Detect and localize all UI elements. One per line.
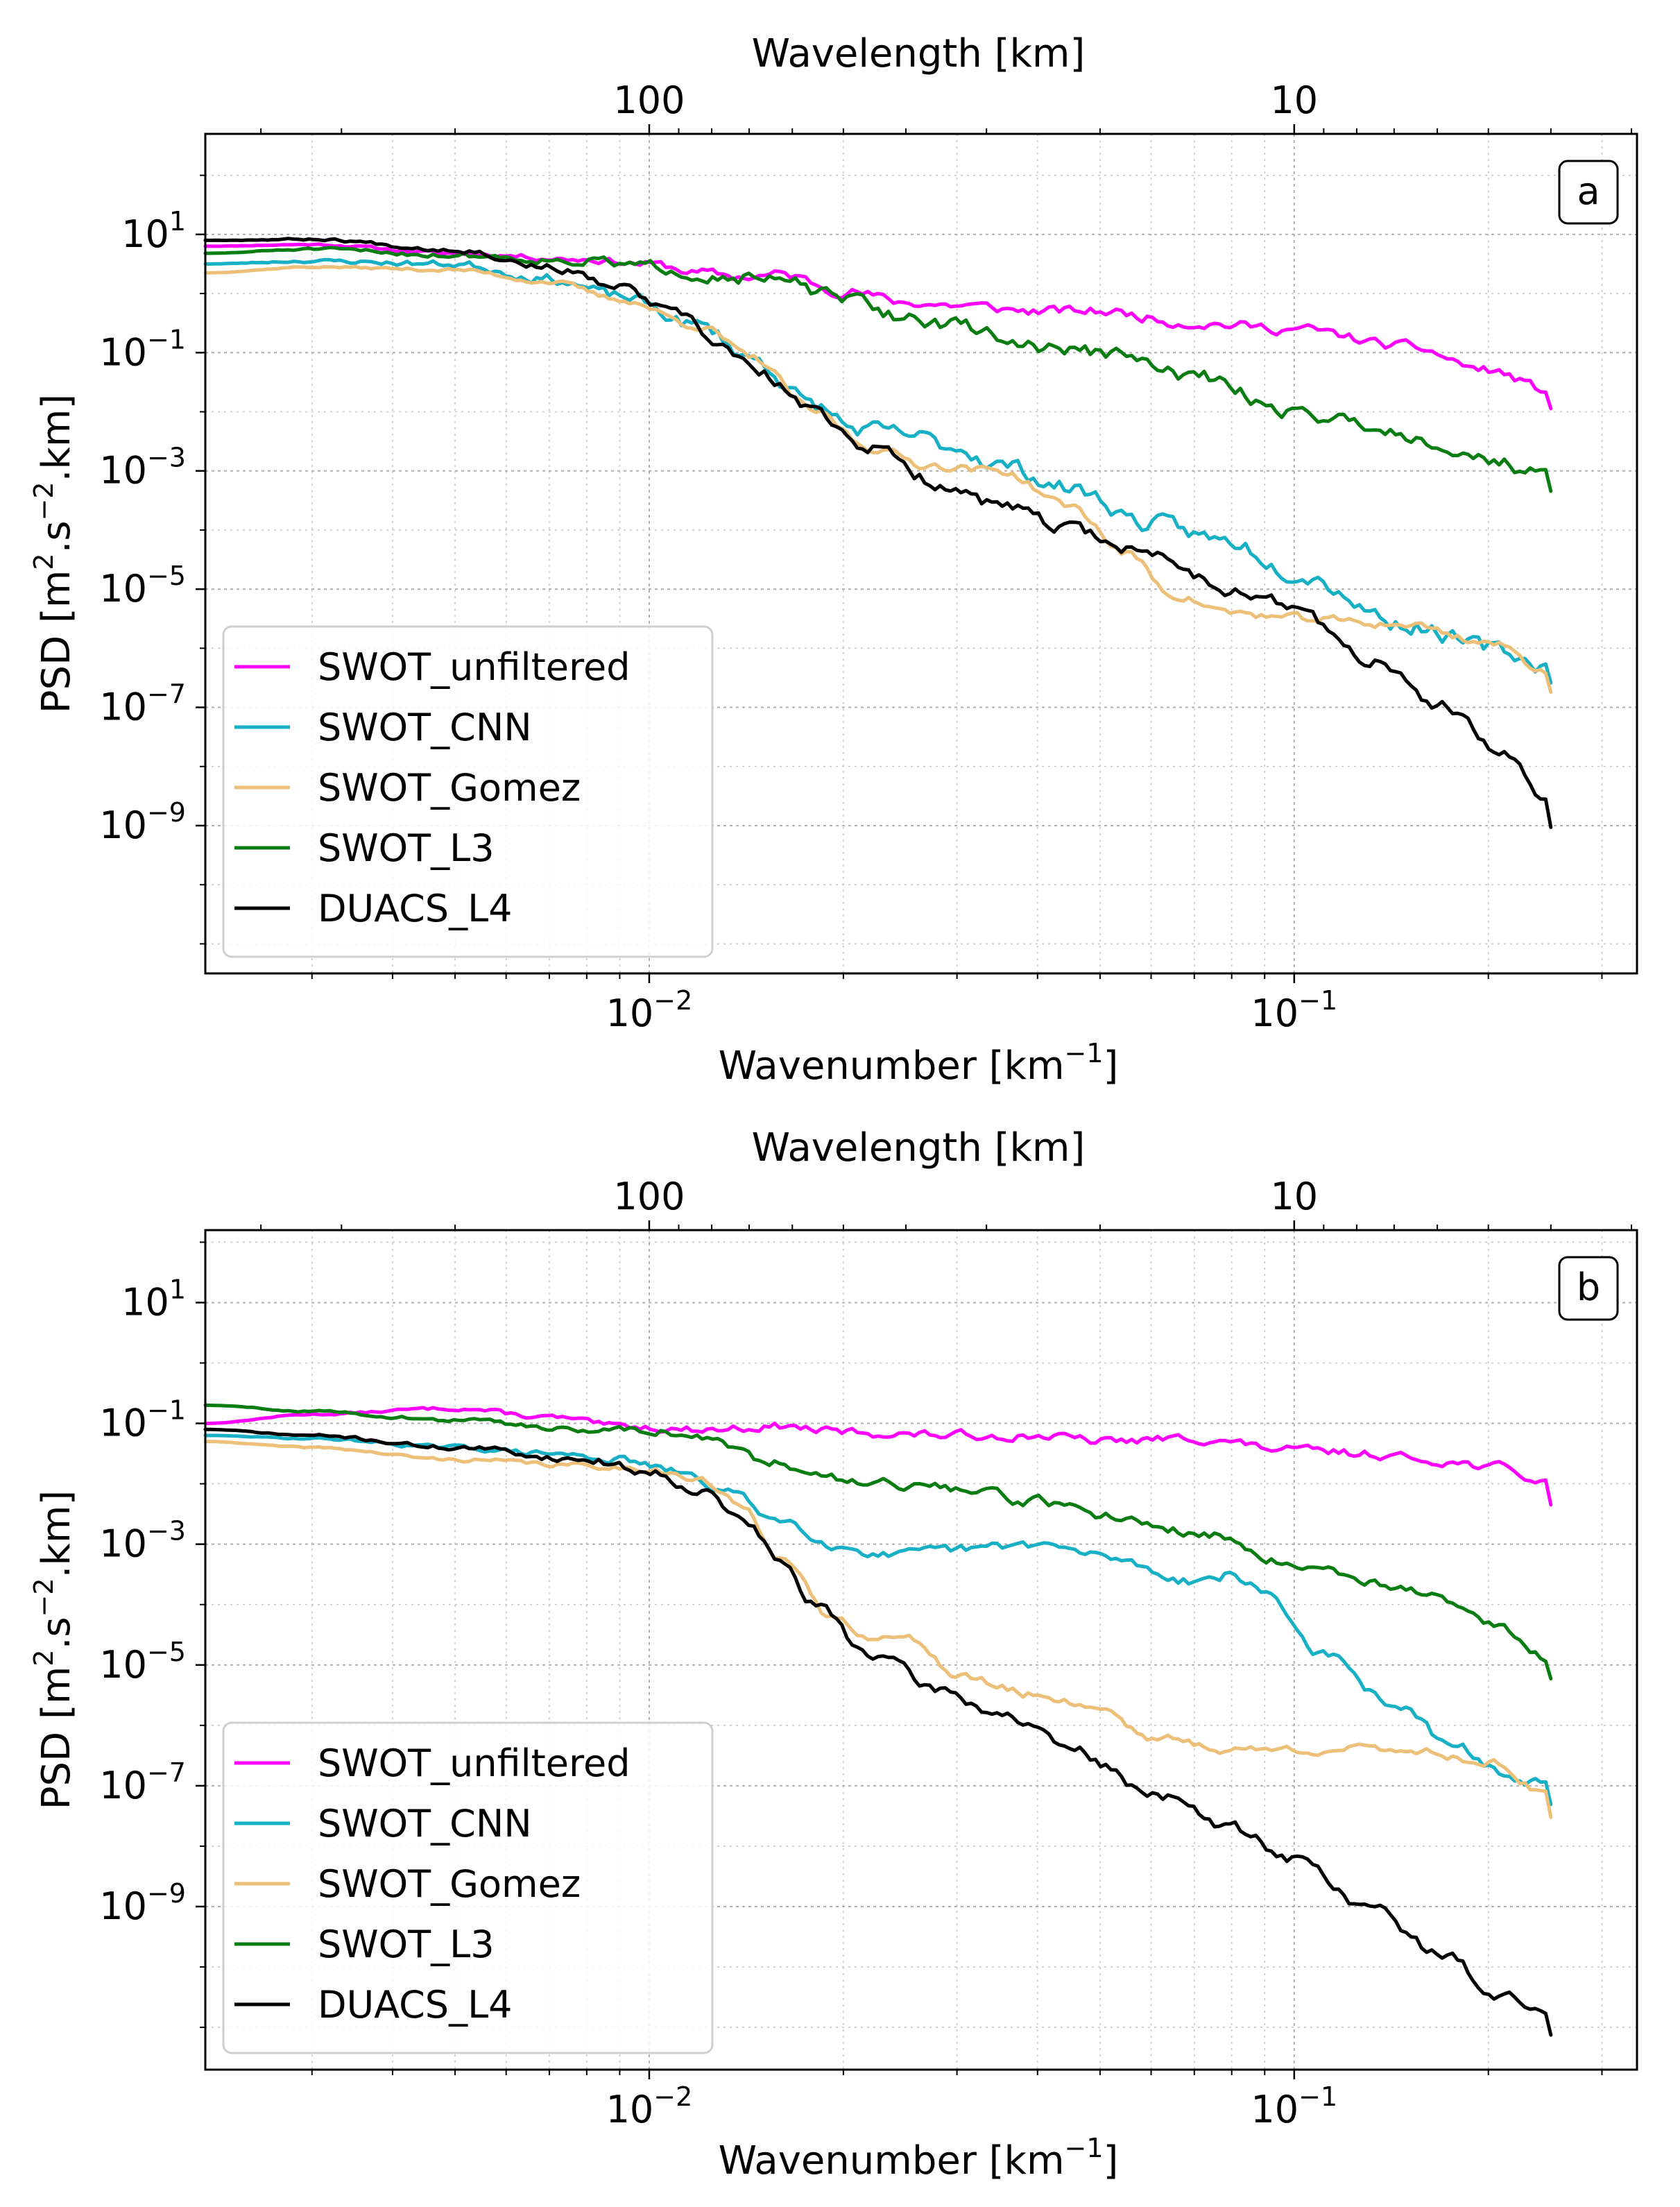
panel-b-ylabel-end: .km] [34,1490,79,1578]
panel-a-xtick-label: 10−2 [606,985,693,1035]
panel-b-top-xlabel: Wavelength [km] [752,1125,1086,1170]
panel-a-series-swot-cnn [203,257,1553,685]
panel-a-ylabel-mid: .s [34,520,79,553]
panel-b-ylabel: PSD [m2.s−2.km] [28,1490,79,1809]
panel-b-legend-label: SWOT_L3 [318,1923,495,1966]
panel-b-series-swot-gomez [203,1440,1553,1819]
panel-b-legend-box [222,1721,714,2054]
panel-a-ylabel-sup2: −2 [28,482,59,520]
panel-a-ytick-label: 101 [121,206,186,256]
panel-a-ytick-label: 10−1 [99,324,186,374]
panel-a-tag-box [1558,160,1619,225]
panel-b-xlabel-main: Wavenumber [km [719,2138,1065,2183]
panel-b-top-tick-label: 10 [1270,1175,1318,1218]
panel-a-series [203,237,1553,829]
panel-b-ylabel-sup1: 2 [28,1649,59,1666]
panel-a: 10−2 10−1 100 10 101 10−1 10−3 10−5 10−7 10−9 Wav… [28,31,1638,1089]
panel-a-tag: a [1577,169,1600,213]
panel-a-legend-label: DUACS_L4 [318,887,513,930]
panel-a-ytick-label: 10−5 [99,561,186,611]
panel-b-ticks: 10−2 10−1 100 10 101 10−1 10−3 10−5 10−7 10−9 [99,1175,1633,2131]
panel-a-ylabel-end: .km] [34,394,79,482]
panel-a-ylabel-main: PSD [m [34,570,79,714]
panel-b-ylabel-main: PSD [m [34,1667,79,1810]
panel-a-ytick-label: 10−9 [99,797,186,847]
panel-a-xlabel-end: ] [1104,1043,1119,1089]
panel-b-top-tick-label: 100 [613,1175,685,1218]
panel-b-tag: b [1577,1266,1600,1309]
panel-b-legend-label: SWOT_CNN [318,1802,532,1846]
panel-b-frame [204,1229,1638,2071]
panel-a-ylabel-sup1: 2 [28,553,59,570]
panel-a-frame [204,133,1638,975]
panel-b-ytick-label: 10−5 [99,1637,186,1687]
panel-a-grid [205,134,1637,973]
panel-a-xtick-label: 10−1 [1251,985,1337,1035]
panel-a-top-xlabel: Wavelength [km] [752,31,1086,76]
panel-b-xlabel-end: ] [1104,2138,1119,2183]
panel-b-legend-label: DUACS_L4 [318,1983,513,2027]
panel-b-series-swot-unfiltered [203,1406,1553,1507]
panel-b-series [203,1403,1553,2037]
panel-b-ylabel-sup2: −2 [28,1578,59,1617]
panel-a-top-tick-label: 10 [1270,78,1318,122]
panel-b-xlabel-sup: −1 [1065,2133,1104,2163]
panel-a-ylabel: PSD [m2.s−2.km] [28,394,79,713]
panel-a-series-swot-l3 [203,246,1553,493]
panel-a-top-tick-label: 100 [613,78,685,122]
panel-a-xlabel-main: Wavenumber [km [719,1043,1065,1089]
panel-b-series-duacs-l4 [203,1427,1553,2037]
panel-b: 10−2 10−1 100 10 101 10−1 10−3 10−5 10−7 10−9 Wav… [28,1125,1638,2183]
panel-b-xlabel: Wavenumber [km−1] [719,2133,1119,2183]
panel-a-ytick-label: 10−7 [99,679,186,729]
panel-b-legend: SWOT_unfiltered SWOT_CNN SWOT_Gomez SWOT_L3… [222,1721,714,2054]
panel-a-legend-label: SWOT_unfiltered [318,645,631,689]
panel-a-legend-box [222,625,714,958]
panel-a-xlabel-sup: −1 [1065,1038,1104,1068]
panel-a-ticks: 10−2 10−1 100 10 101 10−1 10−3 10−5 10−7 10−9 [99,78,1633,1035]
panel-a-legend-label: SWOT_L3 [318,826,495,870]
panel-b-tag-box [1558,1256,1619,1321]
panel-b-xtick-label: 10−2 [606,2081,693,2131]
panel-b-legend-label: SWOT_unfiltered [318,1741,631,1785]
panel-a-legend-label: SWOT_CNN [318,706,532,749]
panel-b-ytick-label: 10−9 [99,1878,186,1928]
panel-b-ytick-label: 101 [121,1274,186,1324]
panel-b-ytick-label: 10−3 [99,1516,186,1566]
panel-b-legend-label: SWOT_Gomez [318,1862,581,1906]
panel-a-legend: SWOT_unfiltered SWOT_CNN SWOT_Gomez SWOT_L3… [222,625,714,958]
panel-a-xlabel: Wavenumber [km−1] [719,1038,1119,1089]
panel-b-ytick-label: 10−7 [99,1757,186,1807]
panel-a-series-duacs-l4 [203,237,1553,829]
panel-a-legend-label: SWOT_Gomez [318,766,581,810]
panel-b-ylabel-mid: .s [34,1617,79,1649]
panel-b-series-swot-cnn [203,1433,1553,1807]
panel-b-ytick-label: 10−1 [99,1395,186,1445]
panel-a-series-swot-gomez [203,264,1553,695]
panel-b-xtick-label: 10−1 [1251,2081,1337,2131]
panel-b-series-swot-l3 [203,1403,1553,1681]
panel-a-ytick-label: 10−3 [99,443,186,493]
